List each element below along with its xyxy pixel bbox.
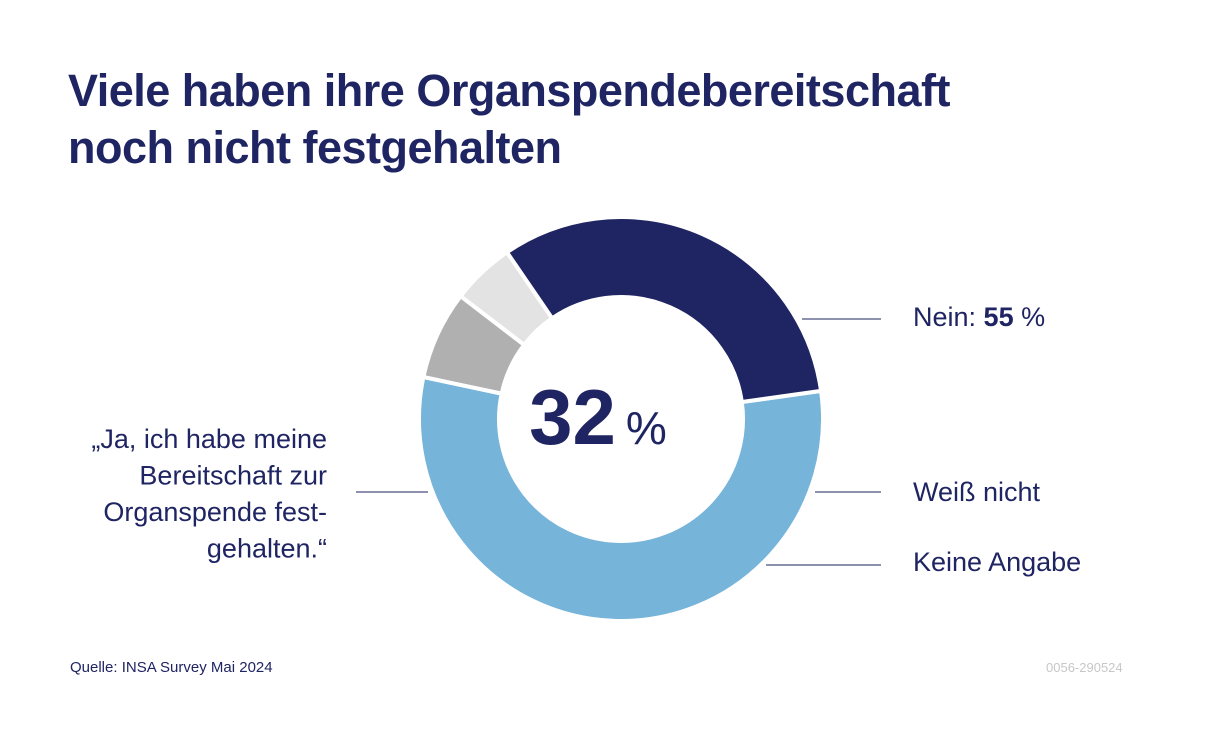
slice-label-ja-line-2-text: Bereitschaft zur — [139, 461, 327, 491]
slice-label-ja-line-2: Bereitschaft zur — [139, 461, 327, 491]
chart-title: Viele haben ihre Organspendebereitschaft… — [68, 62, 950, 176]
slice-label-ja-line-4: gehalten.“ — [207, 534, 327, 564]
source-note: Quelle: INSA Survey Mai 2024 — [70, 659, 273, 676]
slice-label-nein: Nein: 55 % — [913, 302, 1045, 332]
slice-label-keine-angabe-text: Keine Angabe — [913, 547, 1081, 577]
slice-label-ja-line-3: Organspende fest- — [103, 497, 327, 527]
center-value: 32% — [529, 373, 667, 461]
slice-label-weiss-nicht-text: Weiß nicht — [913, 477, 1041, 507]
slice-label-weiss-nicht: Weiß nicht — [913, 477, 1041, 507]
center-value-unit: % — [626, 402, 667, 454]
slice-label-ja-line-3-text: Organspende fest- — [103, 497, 327, 527]
slice-label-ja-line-1-text: „Ja, ich habe meine — [91, 424, 327, 454]
donut-slice-3 — [504, 215, 824, 405]
title-line-1: Viele haben ihre Organspendebereitschaft — [68, 65, 950, 116]
title-line-2: noch nicht festgehalten — [68, 122, 562, 173]
slice-label-ja-line-4-text: gehalten.“ — [207, 534, 327, 564]
slice-label-keine-angabe: Keine Angabe — [913, 547, 1081, 577]
center-value-number: 32 — [529, 373, 616, 461]
slice-label-nein-text: Nein: — [913, 302, 984, 332]
slice-label-nein-unit: % — [1014, 302, 1046, 332]
donut-slice-0 — [417, 374, 825, 623]
slice-label-ja-line-1: „Ja, ich habe meine — [91, 424, 327, 454]
slice-label-nein-value: 55 — [984, 302, 1014, 332]
graphic-code: 0056-290524 — [1046, 660, 1123, 675]
